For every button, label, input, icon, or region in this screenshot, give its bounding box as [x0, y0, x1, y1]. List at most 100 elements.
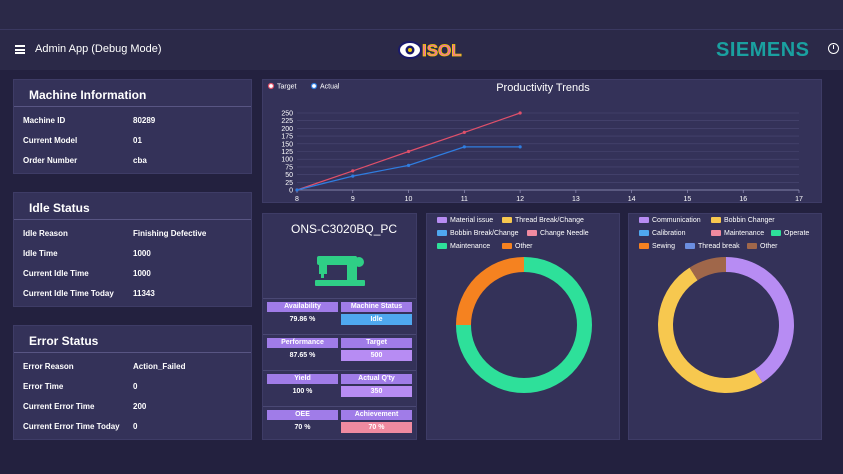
kpi-value: 70 % — [294, 424, 311, 431]
legend-swatch — [502, 243, 512, 250]
legend-label: Communication — [652, 217, 701, 224]
donut-slice-bobbin-changer[interactable] — [658, 267, 763, 393]
donut-slice-communication[interactable] — [726, 257, 794, 383]
machine-name: ONS-C3020BQ_PC — [291, 222, 398, 236]
error-status-card: Error Status Error Reason Action_Failed E… — [13, 325, 252, 440]
chart-title: Productivity Trends — [496, 82, 590, 94]
y-tick-label: 125 — [281, 149, 293, 156]
legend-swatch — [711, 230, 721, 237]
kpi-label: Availability — [267, 302, 338, 312]
kpi-separator — [263, 406, 416, 407]
sewing-machine-icon — [315, 256, 365, 286]
legend-label: Other — [515, 243, 533, 250]
legend-swatch — [527, 230, 537, 237]
legend-label: Other — [760, 243, 778, 250]
legend-label: Bobbin Break/Change — [450, 230, 519, 237]
kpi-label: Performance — [267, 338, 338, 348]
app-title: Admin App (Debug Mode) — [35, 43, 162, 55]
error-reason-donut-chart — [658, 257, 794, 393]
legend-label: Maintenance — [450, 243, 491, 250]
y-tick-label: 225 — [281, 118, 293, 125]
legend-item[interactable]: Change Needle — [527, 230, 589, 237]
legend-swatch — [639, 230, 649, 237]
legend-item[interactable]: Operate — [771, 230, 809, 237]
data-point — [295, 188, 299, 192]
y-tick-label: 0 — [289, 188, 293, 195]
productivity-line-chart: Productivity Trends 025507510012515017520… — [267, 82, 803, 203]
kpi-label: Machine Status — [341, 302, 412, 312]
legend-label: Maintenance — [724, 230, 765, 237]
legend-label: Operate — [784, 230, 810, 237]
legend-item[interactable]: Sewing — [639, 243, 675, 250]
data-point — [518, 111, 522, 115]
legend-label: Bobbin Changer — [724, 217, 775, 224]
idle-reason-donut-chart — [456, 257, 592, 393]
legend-item[interactable]: Maintenance — [711, 230, 764, 237]
y-tick-label: 200 — [281, 126, 293, 133]
legend-item[interactable]: Bobbin Changer — [711, 217, 775, 224]
y-tick-label: 100 — [281, 157, 293, 164]
data-point — [351, 169, 355, 173]
x-tick-label: 11 — [461, 196, 468, 203]
x-tick-label: 10 — [405, 196, 413, 203]
menu-icon[interactable] — [15, 45, 25, 54]
legend-label: Sewing — [652, 243, 675, 250]
data-point — [406, 149, 411, 154]
kpi-value: 100 % — [292, 388, 313, 395]
clock-icon[interactable] — [828, 43, 839, 54]
legend-item[interactable]: Other — [502, 243, 533, 250]
machine-info-card: Machine Information Machine ID 80289 Curr… — [13, 79, 252, 174]
legend-swatch — [711, 217, 721, 224]
siemens-brand: SIEMENS — [716, 39, 810, 61]
y-tick-label: 250 — [281, 111, 293, 118]
kpi-value: 350 — [341, 386, 412, 397]
legend-swatch — [437, 217, 447, 224]
company-logo: ISOL — [398, 41, 462, 60]
legend-item[interactable]: Bobbin Break/Change — [437, 230, 519, 237]
kpi-separator — [263, 370, 416, 371]
legend-item[interactable]: Maintenance — [437, 243, 490, 250]
data-point — [462, 145, 466, 149]
idle-reason-donut-card: Material issue Thread Break/Change Bobbin … — [426, 213, 620, 440]
y-tick-label: 50 — [285, 172, 293, 179]
kpi-value: 70 % — [341, 422, 412, 433]
data-point — [462, 130, 466, 135]
x-tick-label: 8 — [295, 196, 299, 203]
x-tick-label: 12 — [516, 196, 524, 203]
legend-item[interactable]: Thread Break/Change — [502, 217, 584, 224]
kpi-separator — [263, 334, 416, 335]
legend-item[interactable]: Material issue — [437, 217, 493, 224]
legend-label: Change Needle — [540, 230, 589, 237]
data-point — [518, 145, 522, 149]
y-tick-label: 175 — [281, 134, 293, 141]
productivity-trends-card: Productivity Trends 0 25 50 75 100 125 150 175 20… — [262, 79, 822, 203]
donut-slice-other[interactable] — [456, 257, 524, 325]
series-line-actual — [296, 146, 521, 191]
legend-swatch — [639, 243, 649, 250]
legend-item[interactable]: Calibration — [639, 230, 685, 237]
kpi-separator — [263, 298, 416, 299]
kpi-value: 87.65 % — [289, 352, 316, 359]
card-title: Machine Information — [29, 88, 147, 102]
kpi-label: Actual Q'ty — [341, 374, 412, 384]
x-tick-label: 13 — [572, 196, 580, 203]
legend-marker — [267, 82, 275, 90]
kpi-label: Target — [341, 338, 412, 348]
card-title: Error Status — [29, 334, 99, 348]
legend-item[interactable]: Thread break — [685, 243, 740, 250]
x-tick-label: 15 — [684, 196, 692, 203]
idle-status-card: Idle Status Idle Reason Finishing Defecti… — [13, 192, 252, 307]
donut-slice-other[interactable] — [689, 257, 726, 281]
kpi-value: 500 — [341, 350, 412, 361]
legend-item[interactable]: Other — [747, 243, 778, 250]
data-point — [351, 174, 355, 178]
kpi-label: OEE — [267, 410, 338, 420]
legend-label: Thread Break/Change — [515, 217, 584, 224]
machine-panel-card: ONS-C3020BQ_PC Availability Machine Statu… — [262, 213, 417, 440]
legend-swatch — [437, 230, 447, 237]
legend-item[interactable]: Communication — [639, 217, 701, 224]
legend-swatch — [747, 243, 757, 250]
card-title: Idle Status — [29, 201, 90, 215]
legend-label: Target — [277, 84, 297, 91]
kpi-label: Achievement — [341, 410, 412, 420]
